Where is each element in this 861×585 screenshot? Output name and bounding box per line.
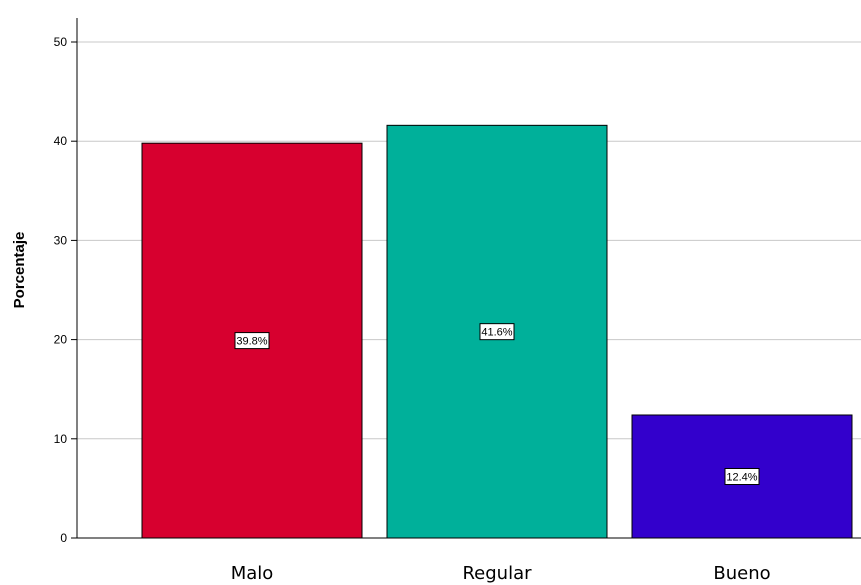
y-tick-label: 50 bbox=[54, 35, 68, 49]
data-label-regular: 41.6% bbox=[479, 323, 515, 341]
data-label-text: 39.8% bbox=[236, 336, 267, 348]
bars bbox=[141, 124, 853, 539]
y-tick-label: 0 bbox=[60, 531, 67, 545]
data-label-box bbox=[724, 467, 760, 485]
y-tick-label: 30 bbox=[54, 233, 68, 247]
data-label-bueno: 12.4% bbox=[724, 467, 760, 485]
data-label-box bbox=[234, 332, 270, 350]
y-tick-label: 10 bbox=[54, 432, 68, 446]
y-tick-labels: 0 10 20 30 40 50 bbox=[54, 35, 68, 545]
category-labels: Malo Regular Bueno bbox=[231, 563, 771, 584]
category-label: Bueno bbox=[713, 563, 770, 584]
data-label-text: 41.6% bbox=[481, 327, 512, 339]
category-label: Malo bbox=[231, 563, 274, 584]
category-label: Regular bbox=[462, 563, 532, 584]
data-label-malo: 39.8% bbox=[234, 332, 270, 350]
y-tick-label: 20 bbox=[54, 333, 68, 347]
data-labels: 39.8% 41.6% 12.4% bbox=[234, 323, 760, 485]
data-label-box bbox=[479, 323, 515, 341]
y-axis-label: Porcentaje bbox=[11, 232, 28, 309]
data-label-text: 12.4% bbox=[726, 471, 757, 483]
y-tick-label: 40 bbox=[54, 134, 68, 148]
